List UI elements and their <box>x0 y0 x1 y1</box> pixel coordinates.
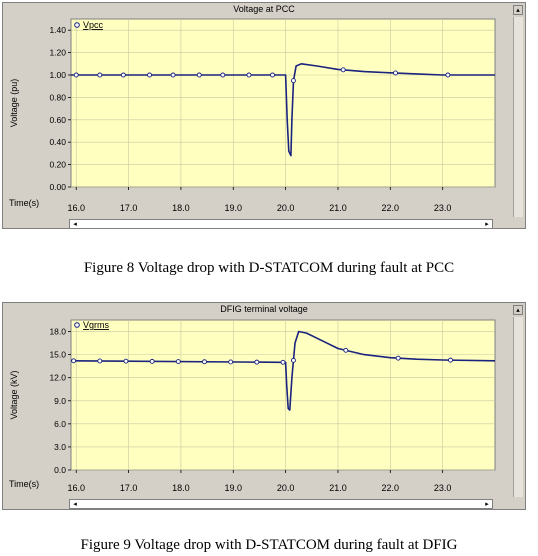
y-tick-label: 0.0 <box>54 465 66 475</box>
plot-area <box>70 319 496 471</box>
y-tick-label: 0.80 <box>49 92 66 102</box>
horizontal-scrollbar[interactable]: ◂ ▸ <box>69 499 493 509</box>
data-point <box>175 359 181 365</box>
y-tick-label: 1.20 <box>49 48 66 58</box>
y-tick-label: 12.0 <box>49 373 66 383</box>
figure-caption-9: Figure 9 Voltage drop with D-STATCOM dur… <box>80 537 458 553</box>
y-tick-label: 1.00 <box>49 70 66 80</box>
x-tick-label: 16.0 <box>67 203 85 213</box>
chart-panel-pcc: Voltage at PCC ▴ 0.00 0.20 0.40 0.60 0.80 1.0… <box>2 2 526 229</box>
y-tick-label: 1.40 <box>49 25 66 35</box>
y-tick-label: 3.0 <box>54 442 66 452</box>
x-tick-label: 22.0 <box>382 483 400 493</box>
x-tick-label: 19.0 <box>225 483 243 493</box>
data-point <box>280 359 286 365</box>
data-point <box>291 357 296 363</box>
vertical-scrollbar[interactable] <box>513 317 523 497</box>
data-point <box>73 72 79 78</box>
scroll-up-button[interactable]: ▴ <box>513 5 523 15</box>
scroll-left-icon[interactable]: ◂ <box>73 500 77 508</box>
y-tick-label: 0.00 <box>49 182 66 192</box>
chart-canvas: 0.00 0.20 0.40 0.60 0.80 1.00 1.20 1.40 16.0 17.0… <box>9 18 496 213</box>
vertical-scrollbar[interactable] <box>513 17 523 217</box>
x-tick-label: 23.0 <box>434 483 452 493</box>
data-point <box>395 355 401 361</box>
data-point <box>393 70 398 76</box>
data-point <box>445 72 451 78</box>
chart-title: DFIG terminal voltage <box>220 304 308 314</box>
legend-label: Vgrms <box>83 320 110 330</box>
scroll-up-button[interactable]: ▴ <box>513 305 523 315</box>
x-tick-label: 19.0 <box>225 203 243 213</box>
x-tick-label: 17.0 <box>120 203 138 213</box>
chart-canvas: 0.0 3.0 6.0 9.0 12.0 15.0 18.0 16.0 17.0 18.0 19.0… <box>9 319 496 493</box>
x-tick-label: 23.0 <box>434 203 452 213</box>
data-point <box>220 72 226 78</box>
legend-marker-icon <box>74 22 80 28</box>
chart-panel-dfig: DFIG terminal voltage ▴ 0.0 3.0 6.0 9.0 12.0… <box>2 302 526 510</box>
data-point <box>147 72 152 78</box>
y-tick-label: 0.60 <box>49 115 66 125</box>
figure-caption-8: Figure 8 Voltage drop with D-STATCOM dur… <box>83 260 455 276</box>
y-axis-label: Voltage (kV) <box>9 370 19 419</box>
data-point <box>120 72 126 78</box>
x-tick-label: 20.0 <box>277 203 295 213</box>
y-tick-label: 15.0 <box>49 350 66 360</box>
data-point <box>246 72 252 78</box>
x-axis-label: Time(s) <box>9 198 40 208</box>
x-tick-label: 21.0 <box>329 483 347 493</box>
data-point <box>202 359 207 365</box>
data-point <box>97 72 103 78</box>
x-tick-label: 20.0 <box>277 483 295 493</box>
data-point <box>340 67 346 73</box>
x-tick-label: 21.0 <box>329 203 347 213</box>
scroll-left-icon[interactable]: ◂ <box>73 220 77 228</box>
x-tick-label: 18.0 <box>172 203 190 213</box>
data-point <box>448 357 453 363</box>
data-point <box>149 358 155 364</box>
plot-area <box>70 18 496 188</box>
y-tick-label: 6.0 <box>54 419 66 429</box>
data-point <box>270 72 275 78</box>
legend-label: Vpcc <box>83 20 104 30</box>
x-tick-label: 16.0 <box>67 483 85 493</box>
y-tick-label: 9.0 <box>54 396 66 406</box>
data-point <box>254 359 260 365</box>
x-tick-label: 17.0 <box>120 483 138 493</box>
scroll-right-icon[interactable]: ▸ <box>485 220 489 228</box>
data-point <box>291 78 296 84</box>
x-tick-label: 22.0 <box>382 203 400 213</box>
horizontal-scrollbar[interactable]: ◂ ▸ <box>69 219 493 229</box>
y-axis-label: Voltage (pu) <box>9 79 19 128</box>
x-tick-label: 18.0 <box>172 483 190 493</box>
data-point <box>228 359 234 365</box>
data-point <box>97 358 103 364</box>
series-line <box>71 62 495 157</box>
chevron-up-icon: ▴ <box>516 6 520 14</box>
legend-marker-icon <box>74 322 80 328</box>
data-point <box>123 358 129 364</box>
data-point <box>196 72 202 78</box>
data-point <box>170 72 176 78</box>
chart-title: Voltage at PCC <box>233 4 295 14</box>
scroll-right-icon[interactable]: ▸ <box>485 500 489 508</box>
chevron-up-icon: ▴ <box>516 306 520 314</box>
x-axis-label: Time(s) <box>9 479 40 489</box>
y-tick-label: 18.0 <box>49 327 66 337</box>
y-tick-label: 0.40 <box>49 137 66 147</box>
y-tick-label: 0.20 <box>49 160 66 170</box>
data-point <box>71 358 77 364</box>
data-point <box>343 347 349 353</box>
